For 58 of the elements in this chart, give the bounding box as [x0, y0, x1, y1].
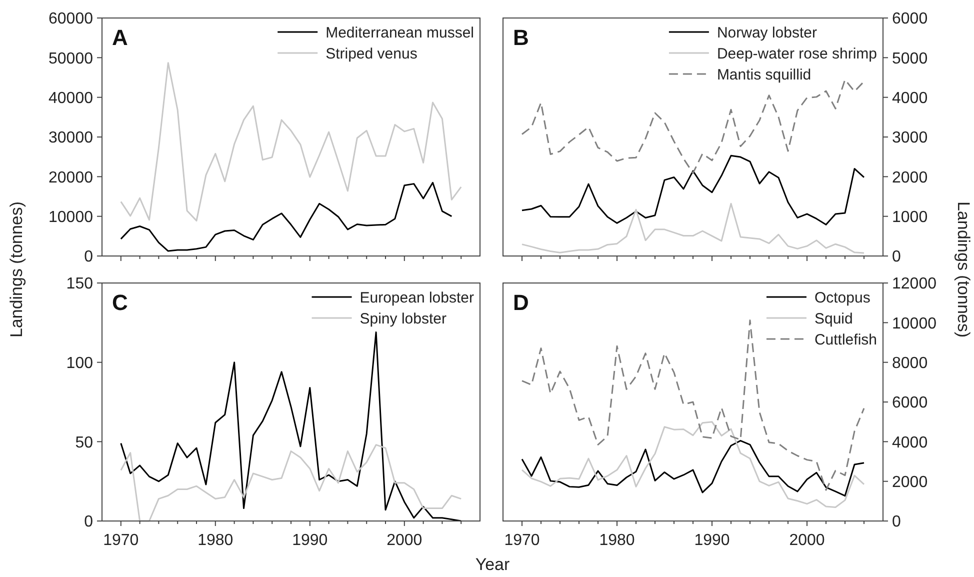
- chart-title: D: [513, 290, 529, 315]
- y2-axis-title: Landings (tonnes): [954, 201, 973, 338]
- y2-tick-label: 5000: [892, 50, 928, 68]
- x-tick-label: 1980: [599, 532, 635, 549]
- y-tick-label: 150: [66, 276, 94, 293]
- y2-tick-label: 3000: [892, 130, 928, 147]
- legend-label: Mantis squillid: [716, 66, 812, 84]
- legend-label: Striped venus: [326, 45, 418, 62]
- y2-tick-label: 10000: [892, 315, 937, 332]
- x-tick-label: 1970: [504, 532, 540, 549]
- y-tick-label: 30000: [48, 130, 94, 147]
- chart-title: A: [112, 25, 128, 50]
- x-tick-label: 2000: [386, 532, 422, 549]
- y2-tick-label: 2000: [892, 474, 928, 491]
- y-tick-label: 0: [84, 514, 94, 531]
- line-series: [120, 331, 462, 522]
- y2-tick-label: 4000: [892, 434, 928, 452]
- y-tick-label: 40000: [48, 90, 94, 107]
- y-tick-label: 100: [66, 354, 94, 372]
- line-series: [120, 444, 462, 522]
- y-tick-label: 50000: [48, 50, 94, 68]
- y-tick-label: 20000: [48, 169, 94, 186]
- y2-tick-label: 12000: [892, 276, 937, 293]
- y2-tick-label: 1000: [892, 208, 928, 226]
- legend-label: Norway lobster: [716, 24, 817, 42]
- y2-tick-label: 4000: [892, 90, 928, 107]
- y-tick-label: 50: [75, 434, 94, 452]
- line-series: [521, 154, 865, 226]
- chart-title: B: [513, 25, 529, 50]
- x-tick-label: 1990: [694, 532, 730, 549]
- legend-label: Cuttlefish: [814, 331, 878, 348]
- y2-tick-label: 6000: [892, 10, 928, 28]
- legend-label: Squid: [814, 310, 853, 328]
- line-series: [521, 202, 865, 254]
- y-tick-label: 0: [84, 248, 94, 266]
- line-series: [521, 440, 865, 497]
- x-axis-title: Year: [475, 555, 510, 574]
- chart-title: C: [112, 290, 128, 315]
- y-tick-label: 60000: [48, 10, 94, 28]
- x-tick-label: 1970: [103, 532, 139, 549]
- x-tick-label: 1980: [198, 532, 234, 549]
- y2-tick-label: 6000: [892, 394, 928, 412]
- y2-tick-label: 2000: [892, 169, 928, 186]
- legend-label: Mediterranean mussel: [326, 24, 474, 42]
- legend-label: Spiny lobster: [360, 310, 446, 328]
- y-axis-title: Landings (tonnes): [7, 201, 26, 338]
- legend-label: European lobster: [360, 289, 474, 306]
- y-tick-label: 10000: [48, 208, 94, 226]
- line-series: [120, 62, 462, 222]
- y2-tick-label: 0: [892, 248, 901, 266]
- x-tick-label: 1990: [292, 532, 328, 549]
- legend-label: Deep-water rose shrimp: [716, 45, 878, 62]
- line-series: [521, 421, 865, 508]
- y2-tick-label: 8000: [892, 354, 928, 372]
- x-tick-label: 2000: [789, 532, 825, 549]
- y2-tick-label: 0: [892, 514, 901, 531]
- legend-label: Octopus: [814, 289, 870, 306]
- line-series: [120, 182, 452, 252]
